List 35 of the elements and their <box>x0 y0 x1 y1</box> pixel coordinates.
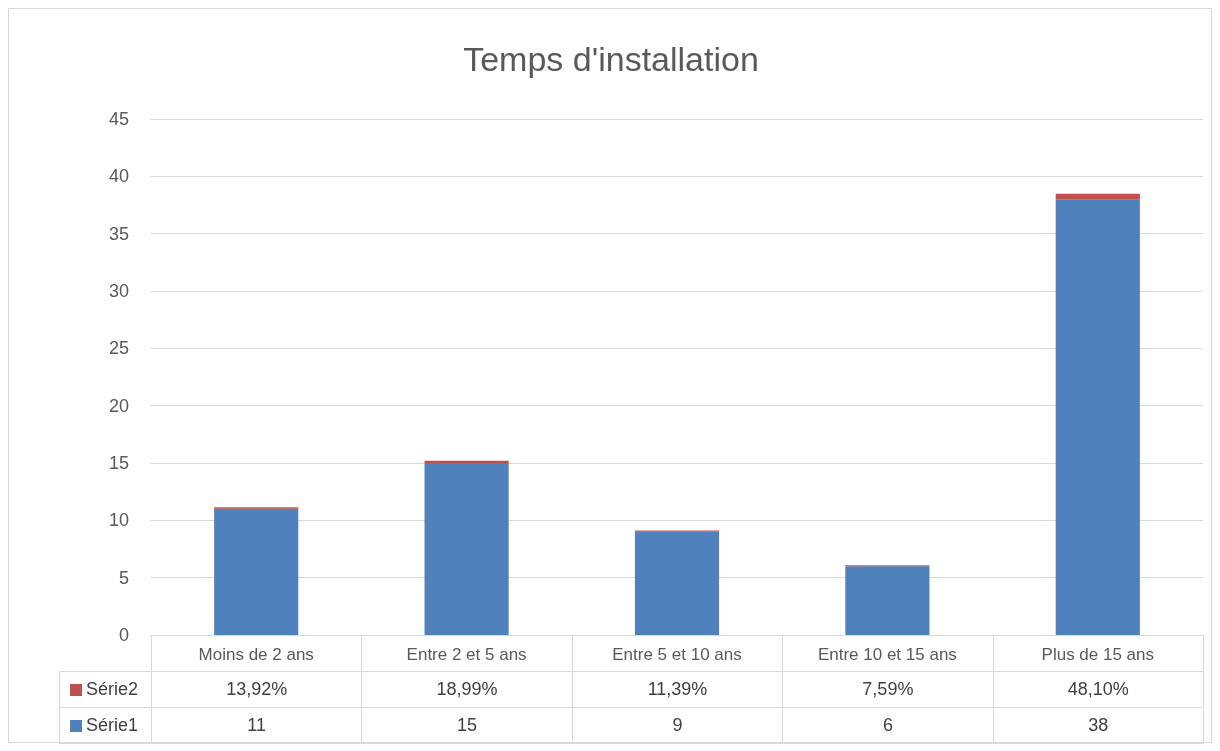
bar <box>424 460 509 463</box>
y-tick-label: 0 <box>118 625 129 645</box>
y-tick-label: 25 <box>108 338 129 359</box>
data-label: 9 <box>571 707 784 744</box>
y-tick-label: 20 <box>108 395 129 416</box>
y-tick-label: 5 <box>118 567 129 588</box>
bar <box>634 531 720 635</box>
data-label: 7,59% <box>782 671 994 708</box>
bar <box>424 463 509 635</box>
x-tick-label: Entre 2 et 5 ans <box>406 645 527 664</box>
x-tick-label: Entre 5 et 10 ans <box>612 645 742 664</box>
data-label: 48,10% <box>992 671 1204 708</box>
data-label: 38 <box>992 707 1204 744</box>
data-label: 13,92% <box>151 671 363 708</box>
y-tick-label: 15 <box>108 453 129 473</box>
y-tick-label: 45 <box>108 109 129 129</box>
chart-title: Temps d'installation <box>463 40 759 78</box>
data-label: 11 <box>151 707 363 744</box>
data-label: 11,39% <box>571 671 784 708</box>
x-tick-label: Plus de 15 ans <box>1041 645 1155 664</box>
bar <box>214 508 299 635</box>
legend-label: Série2 <box>86 679 139 700</box>
data-label: 18,99% <box>361 671 573 708</box>
legend-label: Série1 <box>86 715 139 736</box>
data-label: 15 <box>361 707 573 744</box>
x-tick-label: Entre 10 et 15 ans <box>817 645 957 664</box>
bar <box>1055 193 1140 200</box>
bar <box>845 566 930 635</box>
bar <box>1055 199 1140 635</box>
y-tick-label: 35 <box>108 223 129 244</box>
y-tick-label: 40 <box>108 166 129 187</box>
x-tick-label: Moins de 2 ans <box>198 645 314 664</box>
y-tick-label: 10 <box>108 510 129 531</box>
y-tick-label: 30 <box>108 281 129 301</box>
data-label: 6 <box>782 707 994 744</box>
